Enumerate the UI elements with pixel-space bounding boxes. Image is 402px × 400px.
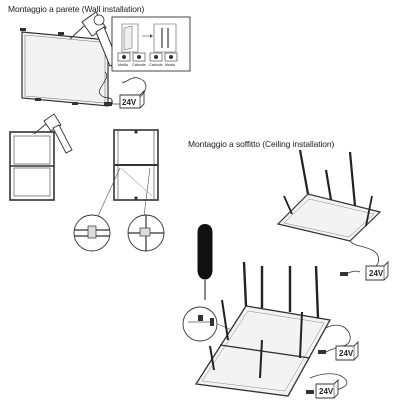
wall-frame-drill-figure [9, 113, 73, 201]
wall-frame-back-figure [97, 129, 159, 217]
ceiling-voltage-label-1: 24V [369, 269, 384, 278]
ceiling-panel-upper [276, 193, 382, 242]
drill-icon-small [33, 113, 73, 154]
bracket-detail-right [127, 214, 165, 252]
bracket-detail-left [73, 214, 111, 252]
ceiling-panel-upper-figure [276, 149, 389, 281]
ceiling-installation-title: Montaggio a soffitto (Ceiling installati… [188, 139, 335, 149]
ceiling-tool-figure [182, 224, 233, 342]
wall-installation-title: Montaggio a parete (Wall installation) [8, 4, 145, 14]
wall-voltage-label: 24V [122, 98, 137, 107]
ceiling-voltage-label-2: 24V [339, 349, 354, 358]
inset-label-2: Cathode [132, 63, 146, 67]
ceiling-voltage-label-3: 24V [319, 387, 334, 396]
inset-label-4: Media [165, 63, 175, 67]
inset-label-1: Media [118, 63, 128, 67]
ceiling-panel-lower-figure [194, 261, 359, 399]
wall-led-panel [21, 31, 109, 107]
inset-label-3: Cathode [149, 63, 163, 67]
wall-wiring-inset [111, 16, 191, 72]
suspension-clip-icon [197, 224, 213, 280]
